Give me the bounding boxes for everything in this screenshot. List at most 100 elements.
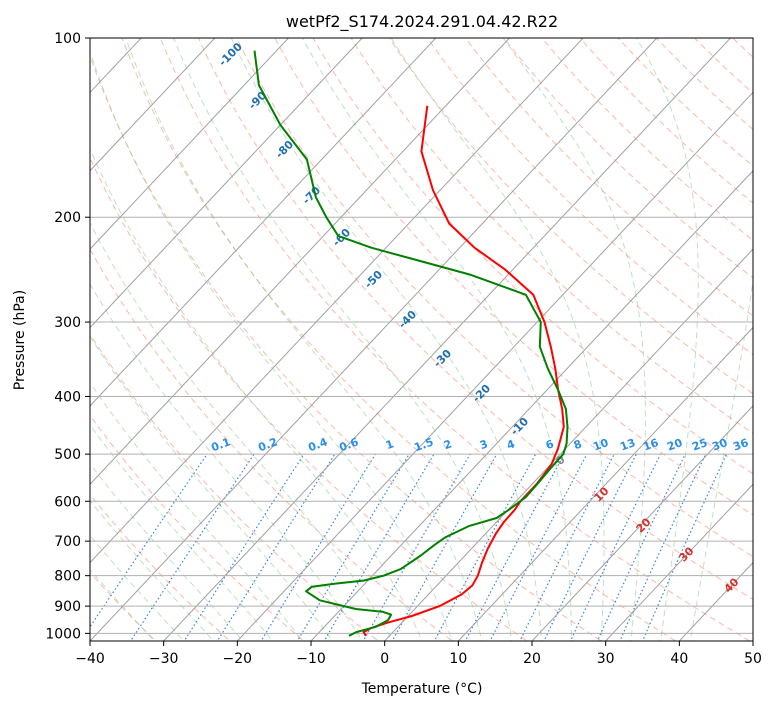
y-tick-label: 100 [54,31,81,47]
mixing-ratio-label: 13 [618,436,637,453]
moist-adiabat-line [390,38,605,641]
mixing-ratio-label: 25 [690,436,709,453]
isotherm-line [310,170,753,641]
dewpoint-profile-line [253,50,569,637]
y-tick-label: 300 [54,315,81,331]
pressure-grid [90,38,753,634]
mixing-ratio-line [216,453,336,641]
moist-adiabat-line [125,38,483,641]
dry-adiabat-line [197,38,753,600]
isotherm-line [457,326,753,641]
moist-adiabat-line [635,38,699,641]
mixing-ratio-line [260,453,377,641]
mixing-ratio-line [569,453,662,641]
mixing-ratio-line [391,453,498,641]
x-tick-label: −10 [296,651,326,667]
background-lines [90,38,753,641]
y-tick-label: 600 [54,494,81,510]
x-axis: −40 −30 −20 −10 0 10 20 30 40 50 [75,641,762,667]
moist-adiabat-line [173,38,513,641]
plot-frame [89,37,754,642]
y-tick-label: 400 [54,389,81,405]
mixing-ratio-label: 16 [641,436,660,454]
isotherm-line [604,483,753,641]
mixing-ratio-label: 0.6 [337,435,360,454]
x-tick-label: −40 [75,651,105,667]
chart-title: wetPf2_S174.2024.291.04.42.R22 [286,12,558,32]
y-tick-label: 500 [54,447,81,463]
mixing-ratio-label: 36 [731,436,750,454]
dry-adiabat-line [274,38,753,516]
isotherm-line [90,38,437,407]
moist-adiabat-line [90,335,333,641]
mixing-ratio-label: 8 [572,437,584,452]
isotherm-line [90,38,363,329]
y-axis-label: Pressure (hPa) [12,290,28,390]
dry-adiabat-line [90,156,528,641]
x-tick-label: 50 [744,651,762,667]
mixing-ratio-label: 0.4 [306,435,329,454]
dry-adiabat-line [617,38,753,167]
y-tick-label: 1000 [45,626,81,642]
isotherm-line [531,405,753,641]
mixing-ratio-label: 1 [384,437,396,452]
dry-adiabat-line [90,414,305,641]
x-tick-label: −20 [223,651,253,667]
mixing-ratio-label: 6 [544,437,556,452]
x-tick-label: 30 [597,651,615,667]
dry-adiabat-line [464,38,753,317]
mixing-ratio-label: 3 [478,437,490,452]
moist-adiabat-line [90,282,363,641]
isotherm-line [90,38,658,641]
x-tick-label: 20 [523,651,541,667]
mixing-ratio-line [641,453,728,641]
dry-adiabat-line [579,38,753,204]
isotherm-line [383,248,753,641]
dry-adiabat-line [90,54,603,641]
mixing-ratio-label: 20 [665,436,684,454]
y-tick-label: 200 [54,210,81,226]
mixing-ratio-line [362,453,471,641]
moist-adiabat-line [689,277,753,641]
mixing-ratio-label: 2 [442,437,454,452]
y-tick-label: 900 [54,599,81,615]
mixing-ratio-label: 1.5 [412,435,435,454]
moist-adiabat-line [90,147,423,641]
moist-adiabat-line [502,38,646,641]
isotherm-line [90,38,584,564]
moist-adiabat-line [90,49,453,641]
dry-adiabat-line [655,38,753,131]
mixing-ratio-line [596,453,686,641]
isotherm-line [90,38,216,172]
isotherm-line [162,38,732,641]
dry-adiabat-line [350,38,753,434]
mixing-ratio-label: 10 [591,436,610,454]
dry-adiabat-line [121,38,677,641]
mixing-ratio-line [90,453,208,628]
x-tick-label: 10 [449,651,467,667]
y-axis: 100 200 300 400 500 600 700 800 900 1000 [45,31,90,642]
moist-adiabat-line [301,38,572,641]
isotherm-line [90,38,290,250]
x-tick-label: 0 [380,651,389,667]
mixing-ratio-label: 30 [710,436,729,454]
mixing-ratio-line [296,453,410,641]
dry-adiabat-line [159,38,751,641]
isotherm-line [236,91,753,641]
mixing-ratio-line [323,453,435,641]
mixing-ratio-label: 0.2 [256,435,279,454]
profiles [253,50,569,637]
dry-adiabat-line [312,38,753,475]
x-axis-label: Temperature (°C) [361,681,483,697]
mixing-ratio-line [464,453,565,641]
x-tick-label: 40 [670,651,688,667]
moist-adiabat-line [90,221,393,641]
moist-adiabat-line [230,38,543,641]
mixing-ratio-line [433,453,537,641]
y-tick-label: 800 [54,569,81,585]
mixing-ratio-label: 0.1 [209,435,232,454]
y-tick-label: 700 [54,534,81,550]
mixing-ratio-label: 4 [505,437,517,452]
